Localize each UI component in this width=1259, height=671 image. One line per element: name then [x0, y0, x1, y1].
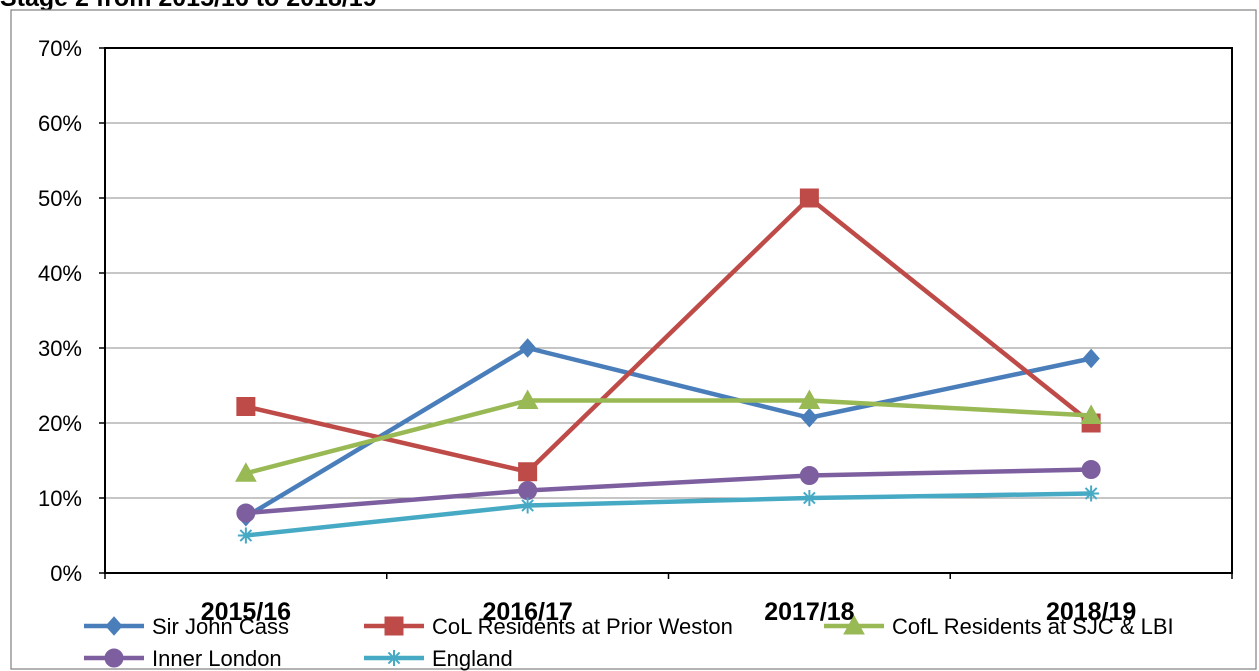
legend-label: Sir John Cass	[152, 614, 289, 639]
series-4	[237, 485, 1100, 544]
data-point	[236, 397, 256, 416]
data-point	[1081, 460, 1101, 479]
data-point	[1080, 404, 1102, 424]
legend-label: CoL Residents at Prior Weston	[432, 614, 733, 639]
legend-label: England	[432, 646, 513, 671]
data-point	[1082, 348, 1100, 369]
series	[235, 188, 1102, 544]
y-tick-label: 30%	[38, 336, 82, 361]
x-tick-label: 2016/17	[482, 598, 572, 626]
data-point	[519, 497, 536, 514]
data-point	[518, 481, 538, 500]
data-point	[237, 527, 254, 544]
series-2	[235, 389, 1102, 482]
legend-marker	[105, 616, 123, 636]
legend-item: CoL Residents at Prior Weston	[364, 614, 733, 639]
legend-item: Sir John Cass	[84, 614, 289, 639]
x-tick-label: 2018/19	[1046, 598, 1136, 626]
legend-item: Inner London	[84, 646, 282, 671]
legend: Sir John Cass CoL Residents at Prior West…	[84, 614, 1174, 671]
series-3	[236, 460, 1101, 523]
data-point	[800, 407, 819, 428]
star-marker-stroke	[521, 499, 534, 512]
series-line	[245, 467, 1092, 516]
star-marker-stroke	[803, 491, 816, 505]
y-tick-label: 20%	[38, 411, 82, 436]
data-point	[801, 490, 818, 506]
x-tick-label: 2015/16	[201, 598, 291, 626]
series-line	[244, 345, 1092, 519]
data-point	[518, 338, 537, 358]
y-tick-label: 50%	[38, 186, 82, 211]
legend-item: England	[364, 646, 513, 671]
y-tick-label: 70%	[38, 36, 82, 61]
legend-label: Inner London	[152, 646, 282, 671]
data-point	[799, 466, 819, 485]
y-tick-label: 10%	[38, 486, 82, 511]
chart-border	[10, 9, 1257, 670]
y-tick-label: 60%	[38, 111, 82, 136]
x-tick-label: 2017/18	[764, 598, 854, 626]
legend-marker	[104, 648, 124, 668]
legend-item: CofL Residents at SJC & LBI	[824, 614, 1174, 639]
y-tick-label: 40%	[38, 261, 82, 286]
data-point	[1083, 485, 1100, 502]
gridlines	[105, 122, 1232, 499]
series-line	[245, 398, 1092, 476]
data-point	[235, 462, 257, 482]
star-marker-stroke	[239, 529, 253, 542]
data-point	[516, 389, 539, 409]
data-point	[798, 389, 821, 409]
y-tick-label: 0%	[50, 561, 82, 586]
legend-marker	[386, 650, 402, 666]
series-line	[245, 491, 1092, 538]
legend-marker	[843, 614, 865, 635]
data-point	[236, 503, 256, 523]
axes: 0% 10% 20% 30% 40% 50% 60% 70% 2015/16 2016/17 201…	[38, 36, 1233, 626]
star-marker-stroke	[387, 651, 401, 665]
legend-marker	[384, 616, 404, 636]
data-point	[799, 188, 819, 208]
chart-title: Stage 2 from 2015/16 to 2018/19	[0, 0, 377, 13]
data-point	[518, 462, 538, 482]
legend-label: CofL Residents at SJC & LBI	[892, 614, 1174, 639]
star-marker-stroke	[1084, 487, 1098, 500]
